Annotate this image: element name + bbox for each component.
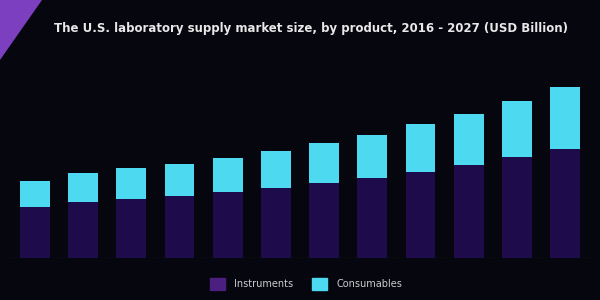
Bar (309, 143, 339, 183)
Bar (261, 151, 291, 188)
Bar (502, 157, 532, 258)
Text: The U.S. laboratory supply market size, by product, 2016 - 2027 (USD Billion): The U.S. laboratory supply market size, … (54, 22, 568, 35)
Text: Instruments: Instruments (234, 279, 293, 289)
Bar (502, 101, 532, 157)
Bar (358, 178, 387, 258)
Bar (68, 202, 98, 258)
Bar (116, 168, 146, 199)
Bar (20, 207, 50, 258)
Bar (406, 124, 436, 172)
Bar (213, 158, 242, 192)
Polygon shape (0, 0, 42, 60)
Bar (406, 172, 436, 258)
Bar (358, 135, 387, 178)
Bar (309, 183, 339, 258)
Bar (164, 196, 194, 258)
Bar (68, 173, 98, 202)
Bar (20, 181, 50, 207)
Bar (454, 165, 484, 258)
Bar (213, 192, 242, 258)
Text: Consumables: Consumables (336, 279, 402, 289)
Bar (550, 149, 580, 258)
Bar (550, 87, 580, 149)
Bar (454, 114, 484, 165)
Bar (164, 164, 194, 196)
Bar (210, 278, 225, 290)
Bar (116, 199, 146, 258)
Bar (312, 278, 327, 290)
Bar (261, 188, 291, 258)
